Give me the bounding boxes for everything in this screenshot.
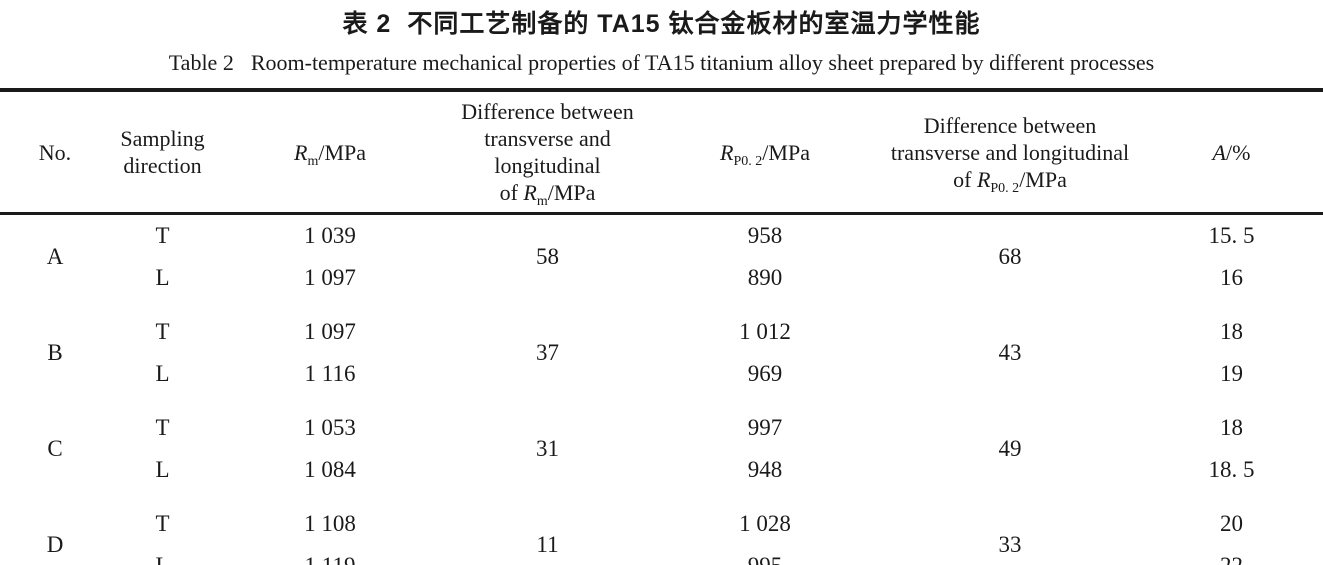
cell-direction: L xyxy=(155,265,170,290)
cell-rp02: 997 xyxy=(747,415,783,440)
table-group-D: D T 1 108 11 1 028 33 20 L 1 119 995 22 xyxy=(0,503,1323,565)
table-row: L 1 116 969 19 xyxy=(0,353,1323,395)
cell-rp02: 995 xyxy=(650,545,880,565)
cell-no: D xyxy=(46,532,64,557)
table-group-B: B T 1 097 37 1 012 43 18 L 1 116 969 19 xyxy=(0,311,1323,395)
col-header-sampling-direction: Sampling direction xyxy=(110,90,215,215)
table-number-chinese: 表 2 xyxy=(342,10,392,38)
table-header: No. Sampling direction Rm/MPa Difference… xyxy=(0,90,1323,215)
col-header-diff-rm: Difference between transverse and longit… xyxy=(445,90,650,215)
cell-elongation: 22 xyxy=(1140,545,1323,565)
cell-diff-rp02: 49 xyxy=(998,436,1022,461)
cell-elongation: 18 xyxy=(1220,319,1243,344)
cell-direction: T xyxy=(155,511,170,536)
table-row: D T 1 108 11 1 028 33 20 xyxy=(0,503,1323,557)
cell-direction: L xyxy=(110,545,215,565)
cell-rm: 1 097 xyxy=(304,265,356,290)
cell-rp02: 948 xyxy=(747,457,783,482)
table-group-A: A T 1 039 58 958 68 15. 5 L 1 097 890 16 xyxy=(0,214,1323,300)
table-row: L 1 084 948 18. 5 xyxy=(0,449,1323,491)
cell-elongation: 19 xyxy=(1220,361,1243,386)
cell-elongation: 16 xyxy=(1220,265,1243,290)
table-row: C T 1 053 31 997 49 18 xyxy=(0,407,1323,461)
cell-direction: T xyxy=(155,415,170,440)
cell-diff-rm: 58 xyxy=(536,244,559,269)
cell-rp02: 969 xyxy=(747,361,783,386)
cell-diff-rm: 37 xyxy=(536,340,559,365)
cell-rm: 1 053 xyxy=(304,415,356,440)
cell-no: A xyxy=(46,244,64,269)
cell-direction: L xyxy=(155,457,170,482)
cell-rp02: 958 xyxy=(747,223,783,248)
cell-elongation: 15. 5 xyxy=(1208,223,1255,248)
cell-direction: T xyxy=(155,223,170,248)
cell-rp02: 1 028 xyxy=(739,511,791,536)
table-row: L 1 119 995 22 xyxy=(0,545,1323,565)
col-header-rp02: RP0. 2/MPa xyxy=(650,90,880,215)
cell-rm: 1 108 xyxy=(304,511,356,536)
table-row: A T 1 039 58 958 68 15. 5 xyxy=(0,214,1323,269)
row-spacer xyxy=(0,299,1323,311)
cell-diff-rm: 11 xyxy=(536,532,559,557)
cell-rp02: 1 012 xyxy=(739,319,791,344)
cell-no: B xyxy=(47,340,63,365)
cell-rm: 1 119 xyxy=(215,545,445,565)
properties-table: No. Sampling direction Rm/MPa Difference… xyxy=(0,88,1323,565)
cell-rp02: 890 xyxy=(747,265,783,290)
cell-elongation: 18. 5 xyxy=(1208,457,1255,482)
row-spacer xyxy=(0,491,1323,503)
table-number-english: Table 2 xyxy=(168,50,234,75)
cell-direction: T xyxy=(155,319,170,344)
table-title-chinese-text: 不同工艺制备的 TA15 钛合金板材的室温力学性能 xyxy=(407,10,981,38)
cell-elongation: 18 xyxy=(1220,415,1243,440)
cell-rm: 1 039 xyxy=(304,223,356,248)
table-row: B T 1 097 37 1 012 43 18 xyxy=(0,311,1323,365)
cell-diff-rp02: 43 xyxy=(998,340,1022,365)
table-title-chinese: 表 2 不同工艺制备的 TA15 钛合金板材的室温力学性能 xyxy=(0,0,1323,39)
cell-no: C xyxy=(47,436,63,461)
cell-rm: 1 116 xyxy=(304,361,356,386)
cell-elongation: 20 xyxy=(1220,511,1243,536)
row-spacer xyxy=(0,395,1323,407)
cell-direction: L xyxy=(155,361,170,386)
table-title-english-text: Room-temperature mechanical properties o… xyxy=(250,50,1155,75)
cell-rm: 1 084 xyxy=(304,457,356,482)
col-header-diff-rp02: Difference between transverse and longit… xyxy=(880,90,1140,215)
cell-diff-rp02: 33 xyxy=(998,532,1022,557)
col-header-no: No. xyxy=(0,90,110,215)
cell-diff-rm: 31 xyxy=(536,436,559,461)
table-row: L 1 097 890 16 xyxy=(0,257,1323,299)
col-header-elongation: A/% xyxy=(1140,90,1323,215)
cell-rm: 1 097 xyxy=(304,319,356,344)
table-title-english: Table 2 Room-temperature mechanical prope… xyxy=(0,50,1323,76)
cell-diff-rp02: 68 xyxy=(998,244,1022,269)
table-group-C: C T 1 053 31 997 49 18 L 1 084 948 18. 5 xyxy=(0,407,1323,491)
col-header-rm: Rm/MPa xyxy=(215,90,445,215)
